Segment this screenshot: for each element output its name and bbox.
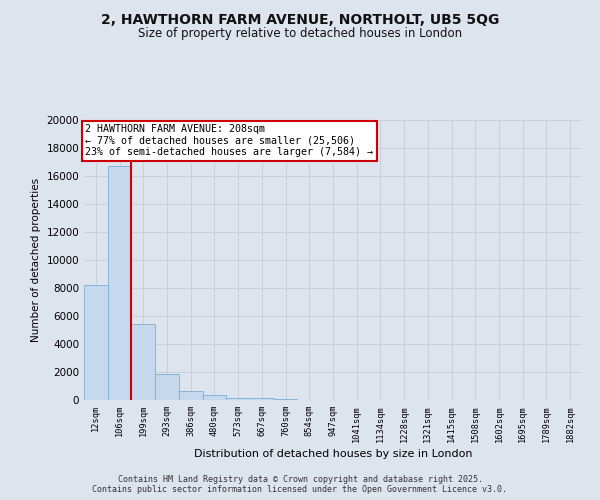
Text: Size of property relative to detached houses in London: Size of property relative to detached ho… <box>138 28 462 40</box>
Bar <box>155 374 179 400</box>
Bar <box>274 399 298 400</box>
Bar <box>84 285 108 400</box>
X-axis label: Distribution of detached houses by size in London: Distribution of detached houses by size … <box>194 448 472 458</box>
Bar <box>250 398 274 400</box>
Text: 2 HAWTHORN FARM AVENUE: 208sqm
← 77% of detached houses are smaller (25,506)
23%: 2 HAWTHORN FARM AVENUE: 208sqm ← 77% of … <box>85 124 373 158</box>
Text: 2, HAWTHORN FARM AVENUE, NORTHOLT, UB5 5QG: 2, HAWTHORN FARM AVENUE, NORTHOLT, UB5 5… <box>101 12 499 26</box>
Text: Contains HM Land Registry data © Crown copyright and database right 2025.
Contai: Contains HM Land Registry data © Crown c… <box>92 474 508 494</box>
Bar <box>203 395 226 400</box>
Bar <box>108 166 131 400</box>
Bar <box>131 324 155 400</box>
Bar <box>179 391 203 400</box>
Bar <box>226 398 250 400</box>
Y-axis label: Number of detached properties: Number of detached properties <box>31 178 41 342</box>
